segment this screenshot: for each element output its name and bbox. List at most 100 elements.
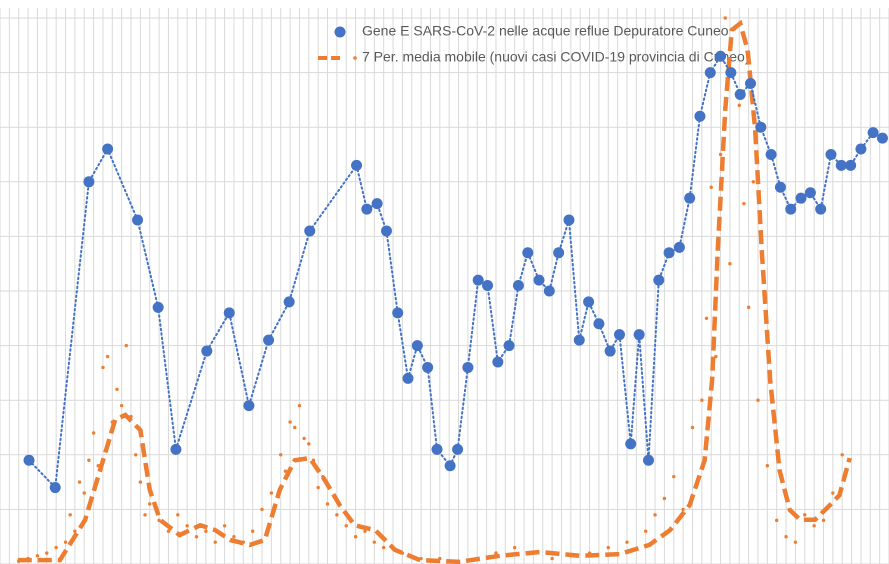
daily-point [643,529,648,533]
series-marker [715,50,727,62]
series-marker [102,143,114,155]
series-marker [704,67,716,79]
daily-point [662,496,667,501]
daily-point [709,185,713,189]
series-marker [625,438,637,450]
series-marker [23,454,35,466]
daily-point [840,453,844,457]
daily-point [681,507,685,512]
daily-point [297,403,302,408]
series-marker [49,482,61,494]
daily-point [77,480,82,484]
daily-point [185,524,189,528]
series-marker [755,121,767,133]
series-marker [223,307,235,319]
daily-point [133,453,138,457]
daily-point [115,387,119,391]
daily-point [54,545,58,550]
daily-point [124,343,129,348]
series-marker [522,247,534,259]
series-marker [835,159,847,171]
daily-point [119,403,124,408]
series-marker [573,334,585,346]
daily-point [742,201,746,206]
series-marker [673,241,685,253]
series-marker [380,225,392,237]
daily-point [793,540,798,544]
daily-point [250,529,255,533]
daily-point [293,425,297,430]
series-marker [472,274,484,286]
daily-point [775,518,779,523]
series-marker [283,296,295,308]
daily-point [325,502,330,506]
daily-point [728,262,732,266]
series-marker [825,149,837,160]
daily-point [831,491,835,495]
daily-point [803,513,807,517]
daily-point [73,529,77,533]
daily-point [87,458,91,462]
daily-point [812,524,816,528]
daily-point [723,16,727,20]
series-marker [867,127,879,139]
series-marker [694,110,706,122]
series-marker [855,143,867,155]
daily-point [718,152,723,157]
series-marker [663,247,675,259]
series-marker [263,334,275,346]
legend-label: Gene E SARS-CoV-2 nelle acque reflue Dep… [362,23,729,39]
series-marker [684,192,696,204]
series-marker [371,198,383,210]
daily-point [148,502,152,506]
daily-point [63,540,68,544]
daily-point [704,316,709,320]
daily-point [45,551,49,555]
series-marker [876,132,888,144]
series-marker [452,443,464,455]
series-line [28,54,884,490]
daily-point [381,545,386,550]
daily-point [283,469,288,473]
daily-point [307,442,311,446]
daily-point [751,180,756,184]
daily-point [344,524,348,528]
daily-point [288,420,292,424]
series-marker [653,274,665,286]
daily-point [176,513,180,517]
daily-point [821,518,826,523]
daily-point [316,485,320,490]
daily-point [335,513,339,517]
series-marker [444,460,456,472]
daily-point [82,491,86,495]
daily-point [363,529,367,533]
series-marker [351,159,363,171]
series-marker [815,203,827,215]
series-marker [402,372,414,384]
daily-point [213,540,217,544]
daily-point [166,529,171,533]
series-marker [431,443,443,455]
series-marker [243,400,255,412]
legend-swatch [353,56,357,60]
daily-point [105,354,110,359]
series-marker [304,225,316,237]
series-marker [553,247,565,259]
series-marker [765,149,777,160]
series-marker [361,203,373,215]
series-marker [533,274,545,286]
daily-point [260,507,264,512]
series-marker [845,159,857,171]
daily-point [143,513,147,517]
series-marker [804,187,816,199]
daily-point [372,540,377,544]
daily-point [353,535,358,539]
daily-point [157,518,161,523]
moving-average-line [17,19,852,564]
daily-point [232,535,236,539]
daily-point [494,551,498,555]
daily-point [746,305,751,310]
daily-point [138,480,143,484]
daily-point [222,524,227,528]
daily-point [101,365,105,370]
